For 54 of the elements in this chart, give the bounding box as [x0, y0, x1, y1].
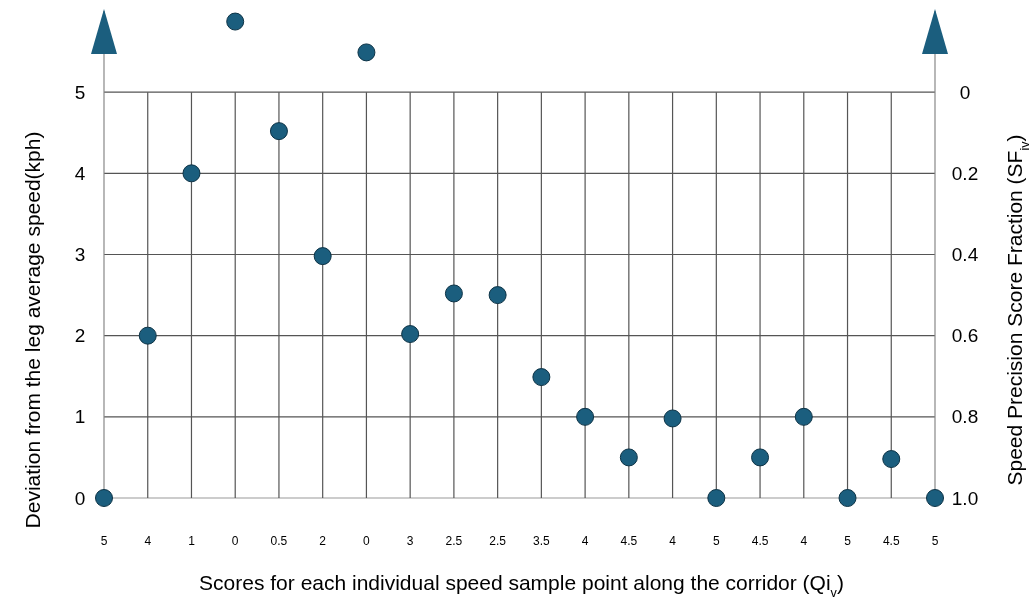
x-tick-label: 5: [712, 534, 720, 548]
x-tick-label: 4.5: [882, 534, 900, 548]
point: [357, 43, 376, 62]
point: [707, 489, 726, 507]
x-axis-title: Scores for each individual speed sample point along the corridor (Qi$_{v}$): [199, 571, 844, 600]
point: [313, 247, 332, 266]
x-tick-label: 2.5: [445, 534, 463, 548]
x-tick-label: 5: [931, 534, 939, 548]
x-tick-label: 4: [144, 534, 152, 548]
y-tick-label: 4: [74, 162, 86, 184]
x-tick-label: 0: [363, 534, 371, 548]
y2-tick-label: 1.0: [951, 487, 979, 509]
y-tick-label: 5: [74, 81, 86, 103]
y-axis-title: Deviation from the leg average speed(kph): [21, 131, 44, 529]
x-tick-label: 4.5: [620, 534, 638, 548]
y2-tick-label: 0.2: [951, 162, 979, 184]
point: [838, 489, 857, 507]
x-tick-label: 3: [406, 534, 414, 548]
x-tick-label: 0: [231, 534, 239, 548]
point: [269, 122, 288, 141]
y-tick-label: 2: [74, 325, 86, 347]
y-tick-label: 0: [74, 487, 86, 509]
x-tick-label: 2: [319, 534, 327, 548]
x-tick-label: 0.5: [270, 534, 288, 548]
point: [663, 409, 682, 428]
x-tick-label: 5: [844, 534, 852, 548]
x-tick-label: 4: [800, 534, 808, 548]
y-tick-label: 1: [74, 406, 86, 428]
point: [138, 326, 157, 345]
x-tick-label: 3.5: [533, 534, 551, 548]
point: [226, 12, 245, 31]
x-tick-label: 2.5: [489, 534, 507, 548]
point: [488, 286, 507, 305]
x-tick-label: 4.5: [751, 534, 769, 548]
point: [794, 407, 813, 426]
x-tick-label: 1: [188, 534, 196, 548]
point: [401, 325, 420, 344]
x-tick-label: 4: [669, 534, 677, 548]
y2-tick-label: 0.6: [951, 325, 979, 347]
point: [926, 489, 944, 507]
point: [95, 489, 113, 507]
y2-tick-label: 0.4: [951, 244, 979, 265]
y-tick-label: 3: [74, 244, 86, 265]
point: [182, 164, 201, 183]
point: [576, 407, 595, 426]
point: [751, 448, 770, 467]
x-tick-label: 4: [581, 534, 589, 548]
point: [532, 368, 551, 387]
y2-tick-label: 0: [959, 81, 971, 103]
x-tick-label: 5: [100, 534, 108, 548]
point: [444, 284, 463, 303]
point: [619, 448, 638, 467]
y2-tick-label: 0.8: [951, 406, 979, 428]
point: [882, 450, 901, 469]
